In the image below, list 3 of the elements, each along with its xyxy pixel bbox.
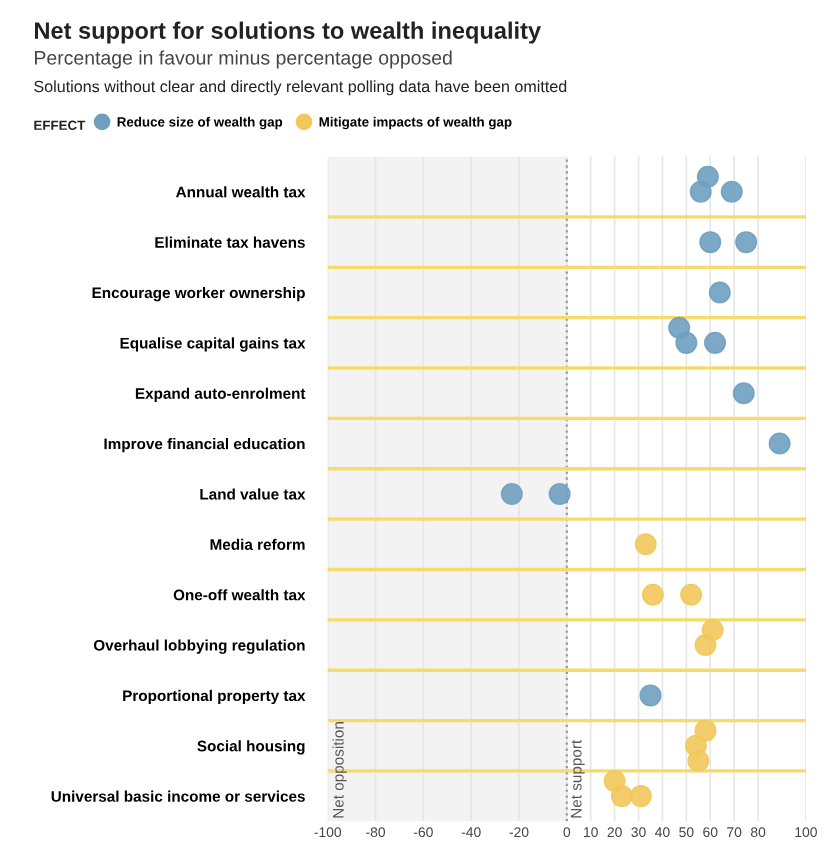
chart-title: Net support for solutions to wealth inequality [35,21,541,44]
chart-subtitle: Percentage in favour minus percentage opposed [35,50,452,69]
text: Solutions without clear and directly relevant polling data have been omitted [34,80,567,96]
